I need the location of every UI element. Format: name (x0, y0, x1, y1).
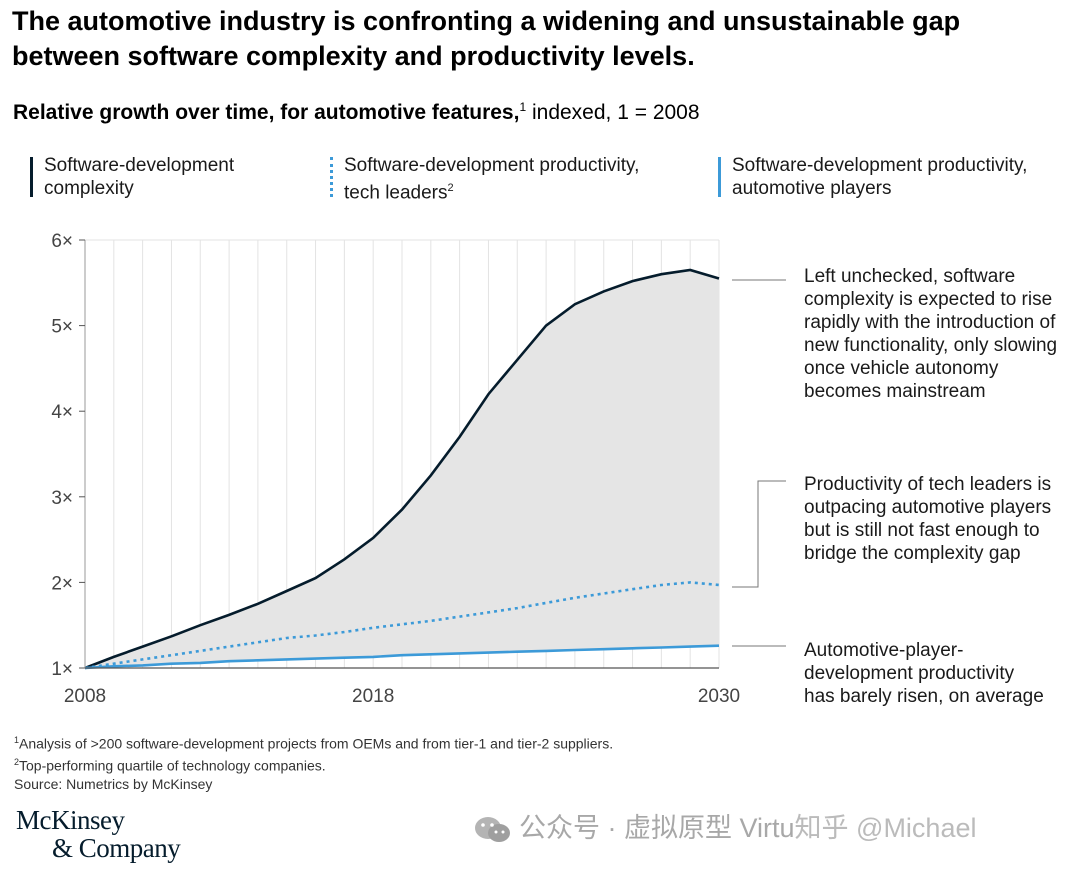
series-line-tech-leaders (84, 581, 720, 670)
logo-line2: & Company (52, 833, 181, 863)
series-line-complexity (84, 268, 720, 670)
y-tick-label: 2× (51, 573, 73, 594)
annotation-line: becomes mainstream (804, 381, 986, 402)
legend-label-line2: tech leaders2 (344, 182, 454, 204)
annotation-line: complexity is expected to rise (804, 289, 1053, 310)
annotation-complexity: Left unchecked, software complexity is e… (804, 265, 1080, 403)
y-tick-label: 4× (51, 402, 73, 423)
annotation-line: once vehicle autonomy (804, 358, 999, 379)
y-tick-label: 1× (51, 659, 73, 680)
watermark: 公众号 · 虚拟原型 Virtu知乎 @Michael (473, 806, 976, 846)
annotation-line: bridge the complexity gap (804, 543, 1021, 564)
x-tick-label: 2008 (64, 686, 106, 707)
footnotes: 1Analysis of >200 software-development p… (14, 731, 613, 794)
x-tick-label: 2030 (698, 686, 740, 707)
legend-label-line2: complexity (44, 178, 134, 199)
gap-area (85, 270, 719, 668)
source-note: Source: Numetrics by McKinsey (14, 776, 213, 793)
legend-item-automotive-players: Software-development productivity, autom… (718, 154, 1027, 200)
annotation-line: development productivity (804, 663, 1015, 684)
chart-title: The automotive industry is confronting a… (12, 6, 961, 71)
subtitle-bold: Relative growth over time, for automotiv… (13, 101, 520, 124)
legend-item-complexity: Software-development complexity (30, 154, 234, 200)
logo-line1: McKinsey (16, 805, 125, 835)
annotation-line: rapidly with the introduction of (804, 312, 1056, 333)
subtitle-footnote-ref: 1 (519, 100, 527, 114)
footnote-2: 2Top-performing quartile of technology c… (14, 757, 326, 774)
annotation-automotive-players: Automotive-player- development productiv… (804, 639, 1080, 708)
y-tick-label: 5× (51, 317, 73, 338)
series-lines (84, 268, 720, 670)
legend-item-tech-leaders: Software-development productivity, tech … (330, 154, 639, 204)
legend-swatch-solid-dark (30, 157, 33, 197)
watermark-text: 公众号 · 虚拟原型 Virtu (519, 813, 795, 843)
annotation-line: Left unchecked, software (804, 266, 1016, 287)
x-tick-label: 2018 (352, 686, 394, 707)
annotation-leader-lines (732, 279, 786, 647)
mckinsey-logo: McKinsey & Company (16, 805, 181, 863)
chart-subtitle: Relative growth over time, for automotiv… (13, 100, 700, 125)
y-tick-label: 6× (51, 231, 73, 252)
legend-label-line1: Software-development productivity, (344, 155, 640, 176)
annotation-line: Automotive-player- (804, 640, 964, 661)
subtitle-rest: indexed, 1 = 2008 (526, 101, 700, 124)
legend-footnote-ref: 2 (447, 182, 454, 194)
annotation-line: but is still not fast enough to (804, 520, 1040, 541)
annotation-tech-leaders: Productivity of tech leaders is outpacin… (804, 473, 1080, 565)
footnote-1: 1Analysis of >200 software-development p… (14, 735, 614, 752)
legend-label-line2: automotive players (732, 178, 892, 199)
legend-swatch-solid-light (718, 157, 721, 197)
legend-label-line1: Software-development productivity, (732, 155, 1028, 176)
annotation-line: outpacing automotive players (804, 497, 1052, 518)
y-tick-label: 3× (51, 488, 73, 509)
annotation-line: has barely risen, on average (804, 686, 1044, 707)
watermark-tail: 知乎 @Michael (794, 813, 977, 843)
leader-tech-leaders (732, 480, 786, 588)
annotation-line: Productivity of tech leaders is (804, 474, 1052, 495)
series-line-automotive-players (84, 644, 720, 670)
legend-swatch-dotted-light (330, 157, 333, 197)
annotation-line: new functionality, only slowing (804, 335, 1058, 356)
wechat-icon (475, 816, 510, 842)
axes: 1× 2× 3× 4× 5× 6× 2008 2018 2030 (51, 231, 740, 707)
legend-label-line1: Software-development (44, 155, 235, 176)
